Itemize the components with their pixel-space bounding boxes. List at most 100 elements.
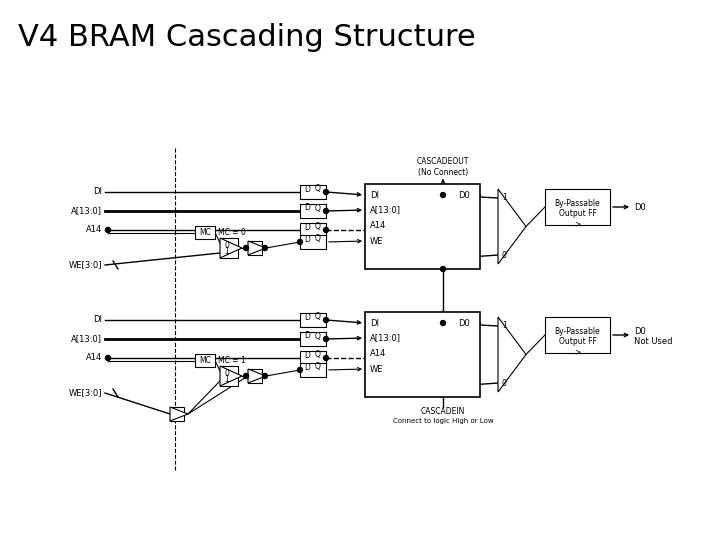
- Text: Q: Q: [315, 234, 321, 244]
- Text: Q: Q: [315, 350, 321, 360]
- Polygon shape: [248, 369, 266, 383]
- Circle shape: [106, 355, 110, 361]
- Circle shape: [323, 336, 328, 341]
- Circle shape: [106, 227, 110, 233]
- Text: A[13:0]: A[13:0]: [71, 206, 102, 215]
- Text: D0: D0: [634, 202, 646, 212]
- Polygon shape: [498, 189, 526, 264]
- Bar: [300, 351, 326, 365]
- Text: CASCADEOUT: CASCADEOUT: [417, 158, 469, 166]
- Text: D0: D0: [634, 327, 646, 336]
- Circle shape: [323, 208, 328, 213]
- Text: A[13:0]: A[13:0]: [370, 206, 401, 214]
- Text: By-Passable: By-Passable: [554, 199, 600, 207]
- Text: 0: 0: [502, 251, 507, 260]
- Polygon shape: [220, 366, 242, 386]
- Text: Q: Q: [315, 362, 321, 372]
- Circle shape: [323, 355, 328, 361]
- Circle shape: [323, 318, 328, 322]
- Text: A[13:0]: A[13:0]: [370, 334, 401, 342]
- Circle shape: [297, 368, 302, 373]
- Text: >: >: [575, 219, 580, 228]
- Text: Output FF: Output FF: [559, 208, 596, 218]
- Bar: [220, 238, 238, 258]
- Text: MC = 1: MC = 1: [218, 356, 246, 365]
- Text: A14: A14: [370, 348, 386, 357]
- Text: D: D: [304, 204, 310, 213]
- Text: D: D: [304, 313, 310, 321]
- Circle shape: [441, 267, 446, 272]
- Text: D: D: [304, 362, 310, 372]
- Circle shape: [263, 246, 268, 251]
- Text: Connect to logic High or Low: Connect to logic High or Low: [392, 418, 493, 424]
- Text: D0: D0: [458, 319, 469, 327]
- Text: (No Connect): (No Connect): [418, 167, 468, 177]
- Text: Q: Q: [315, 222, 321, 232]
- Text: A[13:0]: A[13:0]: [71, 334, 102, 343]
- Text: 0: 0: [225, 369, 230, 379]
- Text: D0: D0: [458, 191, 469, 199]
- Text: WE[3:0]: WE[3:0]: [68, 260, 102, 269]
- Text: MC: MC: [199, 228, 211, 237]
- Bar: [300, 363, 326, 377]
- Bar: [220, 366, 238, 386]
- Text: A14: A14: [370, 220, 386, 230]
- Bar: [300, 223, 326, 237]
- Polygon shape: [220, 238, 242, 258]
- Bar: [365, 184, 480, 269]
- Text: D: D: [304, 350, 310, 360]
- Text: CASCADEIN: CASCADEIN: [420, 407, 465, 415]
- Bar: [195, 226, 215, 239]
- Text: A14: A14: [86, 354, 102, 362]
- Text: D: D: [304, 234, 310, 244]
- Text: 0: 0: [502, 379, 507, 388]
- Circle shape: [243, 246, 248, 251]
- Bar: [195, 354, 215, 367]
- Text: MC = 0: MC = 0: [218, 228, 246, 237]
- Polygon shape: [170, 407, 188, 421]
- Bar: [248, 369, 262, 383]
- Text: D: D: [304, 185, 310, 193]
- Text: WE[3:0]: WE[3:0]: [68, 388, 102, 397]
- Text: Q: Q: [315, 332, 321, 341]
- Text: Q: Q: [315, 185, 321, 193]
- Bar: [300, 332, 326, 346]
- Text: By-Passable: By-Passable: [554, 327, 600, 335]
- Circle shape: [323, 190, 328, 194]
- Bar: [545, 189, 610, 225]
- Text: 1: 1: [225, 375, 230, 384]
- Text: V4 BRAM Cascading Structure: V4 BRAM Cascading Structure: [18, 24, 476, 52]
- Text: WE: WE: [370, 237, 384, 246]
- Text: Q: Q: [315, 204, 321, 213]
- Text: Q: Q: [315, 313, 321, 321]
- Bar: [248, 241, 262, 255]
- Bar: [300, 313, 326, 327]
- Bar: [300, 204, 326, 218]
- Circle shape: [263, 374, 268, 379]
- Circle shape: [441, 192, 446, 198]
- Circle shape: [243, 374, 248, 379]
- Polygon shape: [498, 317, 526, 392]
- Text: DI: DI: [370, 319, 379, 327]
- Text: D: D: [304, 332, 310, 341]
- Bar: [170, 407, 184, 421]
- Text: D: D: [304, 222, 310, 232]
- Bar: [300, 235, 326, 249]
- Bar: [545, 317, 610, 353]
- Bar: [300, 185, 326, 199]
- Circle shape: [441, 321, 446, 326]
- Text: WE: WE: [370, 364, 384, 374]
- Polygon shape: [248, 241, 266, 255]
- Circle shape: [297, 240, 302, 245]
- Text: MC: MC: [199, 356, 211, 365]
- Circle shape: [323, 227, 328, 233]
- Text: Output FF: Output FF: [559, 336, 596, 346]
- Bar: [365, 312, 480, 397]
- Text: A14: A14: [86, 226, 102, 234]
- Text: DI: DI: [93, 315, 102, 325]
- Text: DI: DI: [93, 187, 102, 197]
- Text: 0: 0: [225, 241, 230, 251]
- Text: DI: DI: [370, 191, 379, 199]
- Text: Not Used: Not Used: [634, 338, 672, 347]
- Text: >: >: [575, 348, 580, 356]
